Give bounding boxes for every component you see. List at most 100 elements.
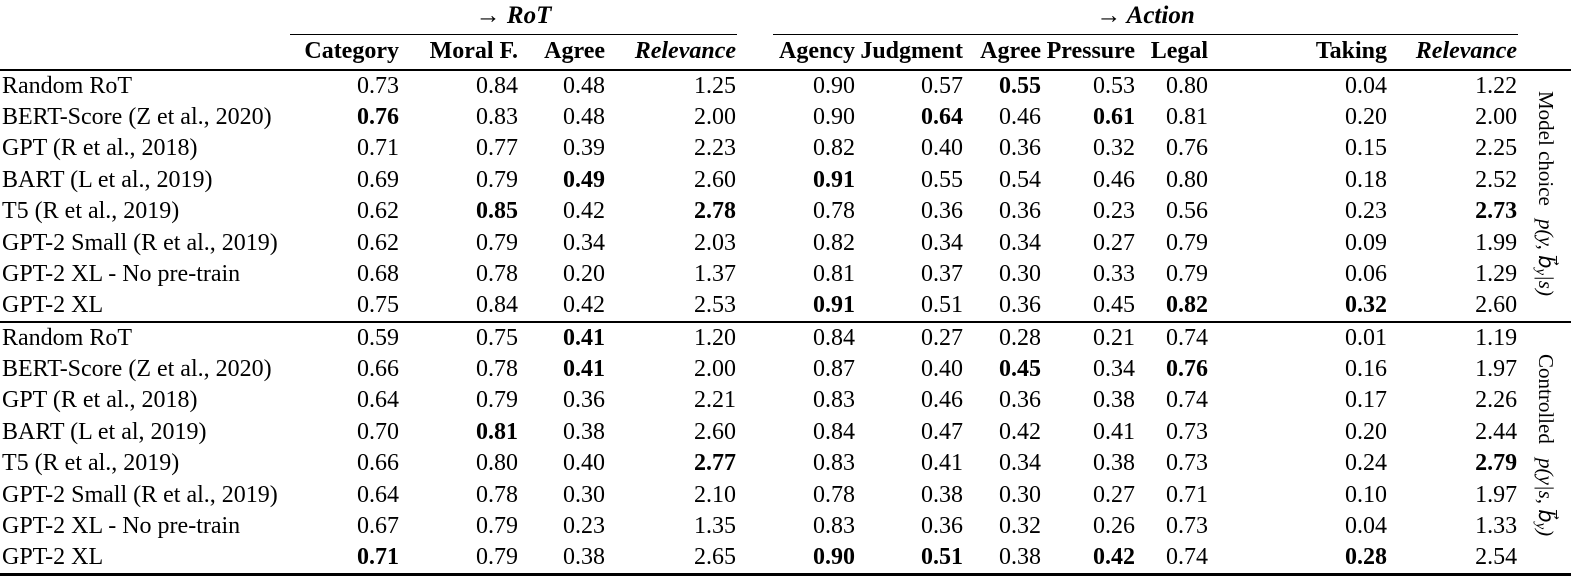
table-row: GPT-2 XL 0.75 0.84 0.42 2.53 0.91 0.51 0.36 0.45…	[0, 290, 1571, 323]
column-header-row: Category Moral F. Agree Relevance Agency…	[0, 34, 1571, 71]
row-label: GPT-2 XL	[0, 542, 290, 576]
value-cell: 0.38	[519, 542, 606, 576]
value-cell: 0.20	[563, 261, 605, 288]
value-cell: 2.54	[1388, 542, 1519, 576]
row-label: GPT (R et al., 2018)	[2, 135, 198, 162]
value-cell: 0.59	[357, 324, 399, 351]
value-cell: 2.65	[606, 542, 738, 576]
table-row: GPT-2 Small (R et al., 2019) 0.64 0.78 0.30…	[0, 480, 1571, 512]
value-cell: 1.99	[1475, 229, 1518, 256]
col-header-pressure: Pressure	[1042, 34, 1137, 71]
group-gap	[737, 385, 773, 417]
value-cell: 0.57	[921, 72, 964, 99]
value-cell: 0.38	[563, 418, 605, 445]
value-cell: 0.53	[1093, 72, 1136, 99]
side-label-text: Controlled	[1533, 354, 1558, 445]
value-cell: 2.44	[1475, 418, 1518, 445]
value-cell: 0.38	[921, 481, 964, 508]
col-header-category: Category	[290, 34, 400, 71]
value-cell: 0.36	[999, 387, 1042, 414]
value-cell: 0.62	[357, 229, 399, 256]
value-cell: 0.27	[921, 324, 964, 351]
value-cell: 0.64	[921, 103, 964, 130]
value-cell: 0.73	[1166, 418, 1209, 445]
value-cell: 0.33	[1093, 261, 1136, 288]
value-cell: 0.79	[476, 513, 518, 540]
value-cell: 0.76	[1166, 135, 1209, 162]
value-cell: 0.71	[1166, 481, 1209, 508]
gutter-header	[1518, 34, 1571, 71]
value-cell: 0.83	[813, 387, 856, 414]
value-cell: 0.81	[476, 418, 518, 445]
col-header-judgment: Judgment	[856, 34, 965, 71]
row-label: GPT-2 XL	[0, 290, 290, 323]
group-gap	[737, 448, 773, 480]
value-cell: 0.87	[813, 355, 856, 382]
value-cell: 0.83	[813, 450, 856, 477]
value-cell: 0.78	[813, 481, 856, 508]
col-header-agree-action: Agree	[964, 34, 1043, 71]
value-cell: 0.83	[813, 513, 856, 540]
value-cell: 0.38	[964, 542, 1043, 576]
value-cell: 0.20	[1345, 103, 1388, 130]
table-row: GPT-2 XL - No pre-train 0.67 0.79 0.23 1.35 0…	[0, 511, 1571, 543]
section-side-label-cell: Controlled p(y|s, b⃗y)	[1518, 322, 1571, 576]
value-cell: 0.46	[921, 387, 964, 414]
value-cell: 0.78	[476, 261, 518, 288]
value-cell: 2.77	[694, 450, 737, 477]
table-row: Random RoT 0.59 0.75 0.41 1.20 0.84 0.27 0.28 0.…	[0, 322, 1571, 576]
section-side-label: Controlled p(y|s, b⃗y)	[1532, 354, 1558, 536]
value-cell: 2.26	[1475, 387, 1518, 414]
value-cell: 0.16	[1345, 355, 1388, 382]
value-cell: 2.25	[1475, 135, 1518, 162]
row-label: BERT-Score (Z et al., 2020)	[2, 103, 272, 130]
group-gap	[737, 322, 773, 354]
value-cell: 0.71	[290, 542, 400, 576]
value-cell: 0.30	[999, 261, 1042, 288]
value-cell: 0.41	[563, 324, 605, 351]
value-cell: 0.45	[1042, 290, 1137, 323]
table-row: GPT (R et al., 2018) 0.64 0.79 0.36 2.21 0.83…	[0, 385, 1571, 417]
value-cell: 2.52	[1475, 166, 1518, 193]
value-cell: 0.30	[999, 481, 1042, 508]
group-gap	[737, 511, 773, 543]
row-label: GPT (R et al., 2018)	[2, 387, 198, 414]
value-cell: 0.51	[856, 542, 965, 576]
value-cell: 0.32	[999, 513, 1042, 540]
value-cell: 0.79	[1166, 229, 1209, 256]
value-cell: 0.41	[921, 450, 964, 477]
value-cell: 0.61	[1093, 103, 1136, 130]
group-gap	[737, 0, 773, 34]
value-cell: 0.46	[999, 103, 1042, 130]
group-gap	[737, 70, 773, 102]
value-cell: 0.42	[999, 418, 1042, 445]
value-cell: 0.09	[1345, 229, 1388, 256]
group-gap	[737, 196, 773, 228]
value-cell: 0.74	[1136, 542, 1210, 576]
value-cell: 2.03	[694, 229, 737, 256]
table-row: BERT-Score (Z et al., 2020) 0.66 0.78 0.41 2…	[0, 354, 1571, 386]
value-cell: 2.00	[694, 103, 737, 130]
value-cell: 0.74	[1166, 387, 1209, 414]
value-cell: 0.81	[1166, 103, 1209, 130]
value-cell: 0.79	[400, 542, 519, 576]
value-cell: 0.01	[1345, 324, 1388, 351]
value-cell: 0.78	[476, 481, 518, 508]
value-cell: 0.91	[773, 290, 857, 323]
value-cell: 2.79	[1475, 450, 1518, 477]
group-header-rot: → RoT	[290, 0, 738, 35]
value-cell: 0.17	[1345, 387, 1388, 414]
value-cell: 0.34	[563, 229, 605, 256]
value-cell: 0.34	[999, 450, 1042, 477]
value-cell: 0.90	[813, 103, 856, 130]
value-cell: 0.32	[1209, 290, 1389, 323]
value-cell: 0.49	[563, 166, 605, 193]
value-cell: 0.82	[813, 229, 856, 256]
value-cell: 0.68	[357, 261, 399, 288]
value-cell: 0.83	[476, 103, 518, 130]
value-cell: 0.79	[1166, 261, 1209, 288]
value-cell: 0.34	[999, 229, 1042, 256]
value-cell: 0.04	[1345, 72, 1388, 99]
